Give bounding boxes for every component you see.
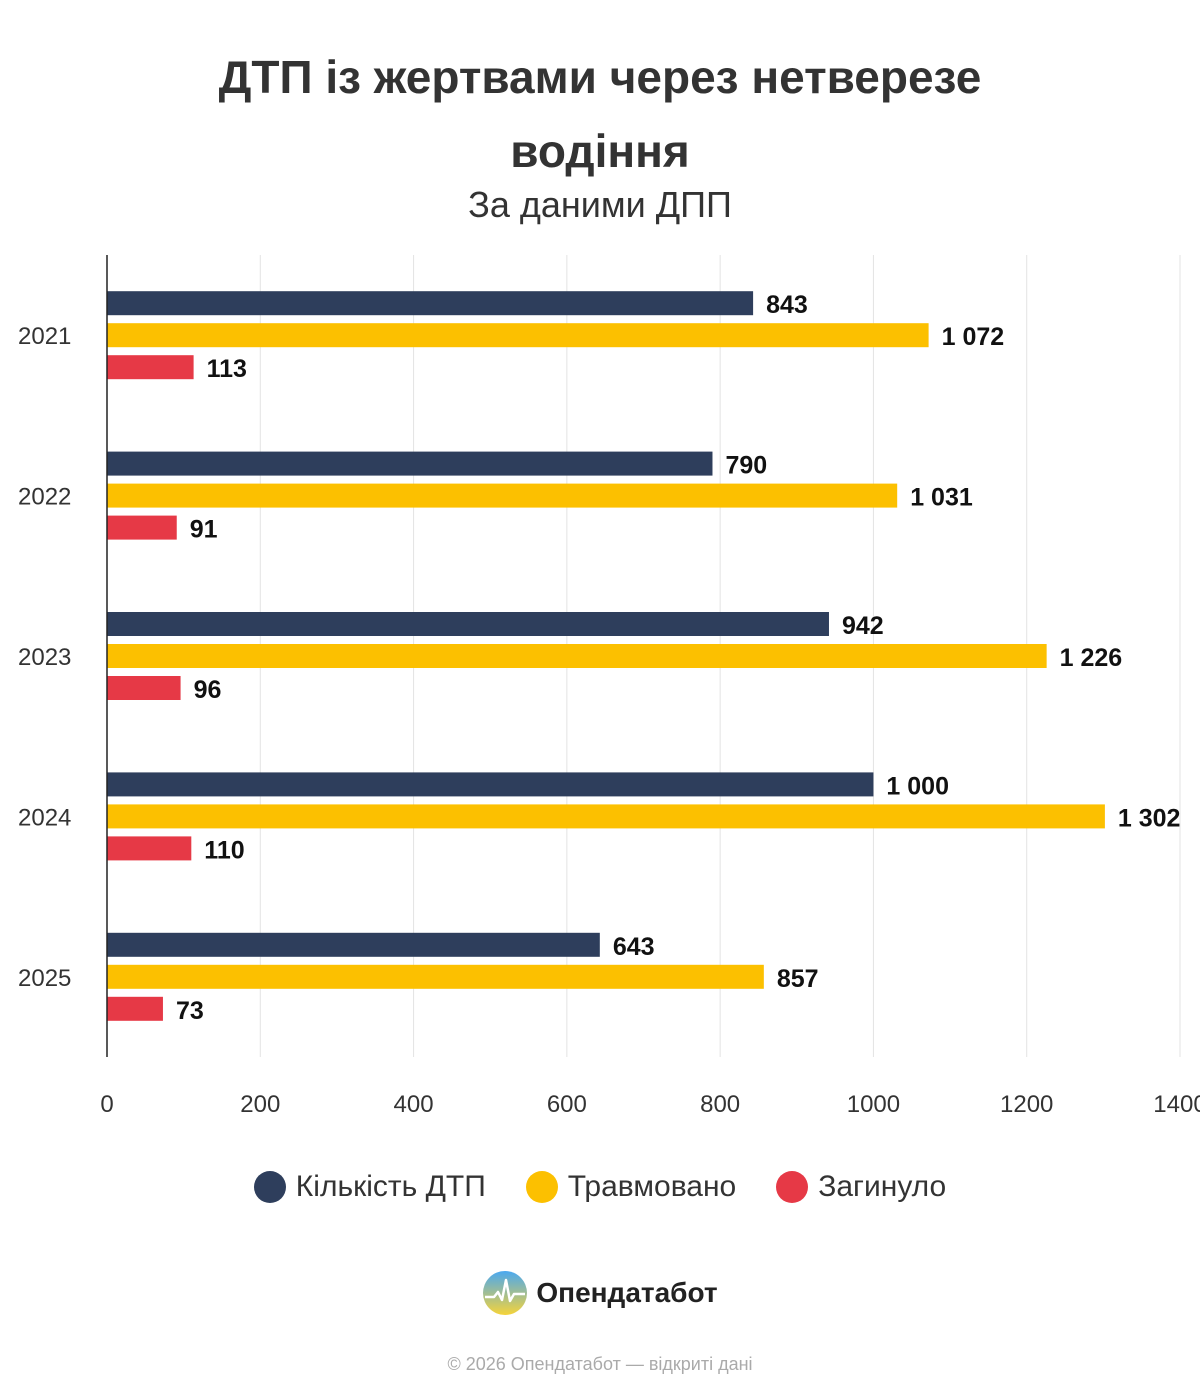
legend-label: Кількість ДТП	[295, 1170, 486, 1203]
brand[interactable]: Опендатабот	[0, 1270, 1200, 1316]
bar	[107, 644, 1047, 668]
bar	[107, 451, 713, 476]
bar-chart: 0 200 400 600 800 1000 1200 1400 2021 843 1 072 113…	[18, 255, 1200, 1118]
legend: Кількість ДТП Травмовано Загинуло	[0, 1170, 1200, 1204]
data-label: 843	[766, 291, 808, 319]
data-label: 91	[190, 516, 218, 544]
legend-marker	[253, 1171, 286, 1203]
bar	[107, 515, 177, 540]
data-label: 857	[777, 965, 819, 993]
legend-label: Загинуло	[818, 1170, 947, 1203]
bar	[107, 323, 929, 348]
data-label: 790	[725, 452, 767, 480]
data-label: 1 031	[910, 484, 973, 512]
data-label: 942	[842, 612, 884, 640]
x-tick-label: 1200	[1000, 1091, 1053, 1118]
legend-marker	[776, 1171, 809, 1203]
y-category-label: 2023	[18, 644, 71, 671]
bar	[107, 772, 874, 797]
brand-name: Опендатабот	[536, 1277, 718, 1308]
bar	[107, 291, 754, 316]
bar	[107, 804, 1105, 829]
x-tick-label: 1000	[847, 1091, 900, 1118]
data-label: 73	[176, 997, 204, 1025]
bar	[107, 612, 829, 636]
y-category-label: 2021	[18, 323, 71, 350]
legend-label: Травмовано	[567, 1170, 737, 1203]
data-label: 1 000	[886, 772, 949, 800]
x-tick-label: 200	[240, 1091, 280, 1118]
data-label: 1 302	[1118, 804, 1181, 832]
opendatabot-logo-icon	[483, 1271, 528, 1315]
data-label: 1 226	[1060, 644, 1123, 672]
data-label: 110	[204, 836, 244, 864]
bar	[107, 836, 192, 861]
legend-item-killed[interactable]: Загинуло	[776, 1170, 946, 1204]
y-category-label: 2022	[18, 484, 71, 511]
bar	[107, 996, 163, 1021]
chart-title: ДТП із жертвами через нетверезе водіння	[218, 51, 982, 177]
y-category-label: 2024	[18, 804, 71, 831]
data-label: 96	[194, 676, 222, 704]
data-label: 643	[613, 933, 655, 961]
copyright: © 2026 Опендатабот — відкриті дані	[447, 1354, 753, 1374]
legend-item-injured[interactable]: Травмовано	[525, 1170, 737, 1204]
chart-subtitle: За даними ДПП	[468, 184, 732, 225]
x-tick-label: 1400	[1153, 1091, 1200, 1118]
x-tick-label: 0	[100, 1091, 113, 1118]
x-tick-label: 600	[547, 1091, 587, 1118]
bar	[107, 964, 764, 989]
legend-item-count[interactable]: Кількість ДТП	[253, 1170, 486, 1204]
bar	[107, 355, 194, 380]
bar	[107, 676, 181, 700]
data-label: 1 072	[942, 323, 1005, 351]
bar	[107, 483, 898, 508]
legend-marker	[525, 1171, 558, 1203]
bar	[107, 932, 600, 957]
data-label: 113	[207, 355, 247, 383]
x-tick-label: 400	[394, 1091, 434, 1118]
y-category-label: 2025	[18, 965, 71, 992]
x-tick-label: 800	[700, 1091, 740, 1118]
